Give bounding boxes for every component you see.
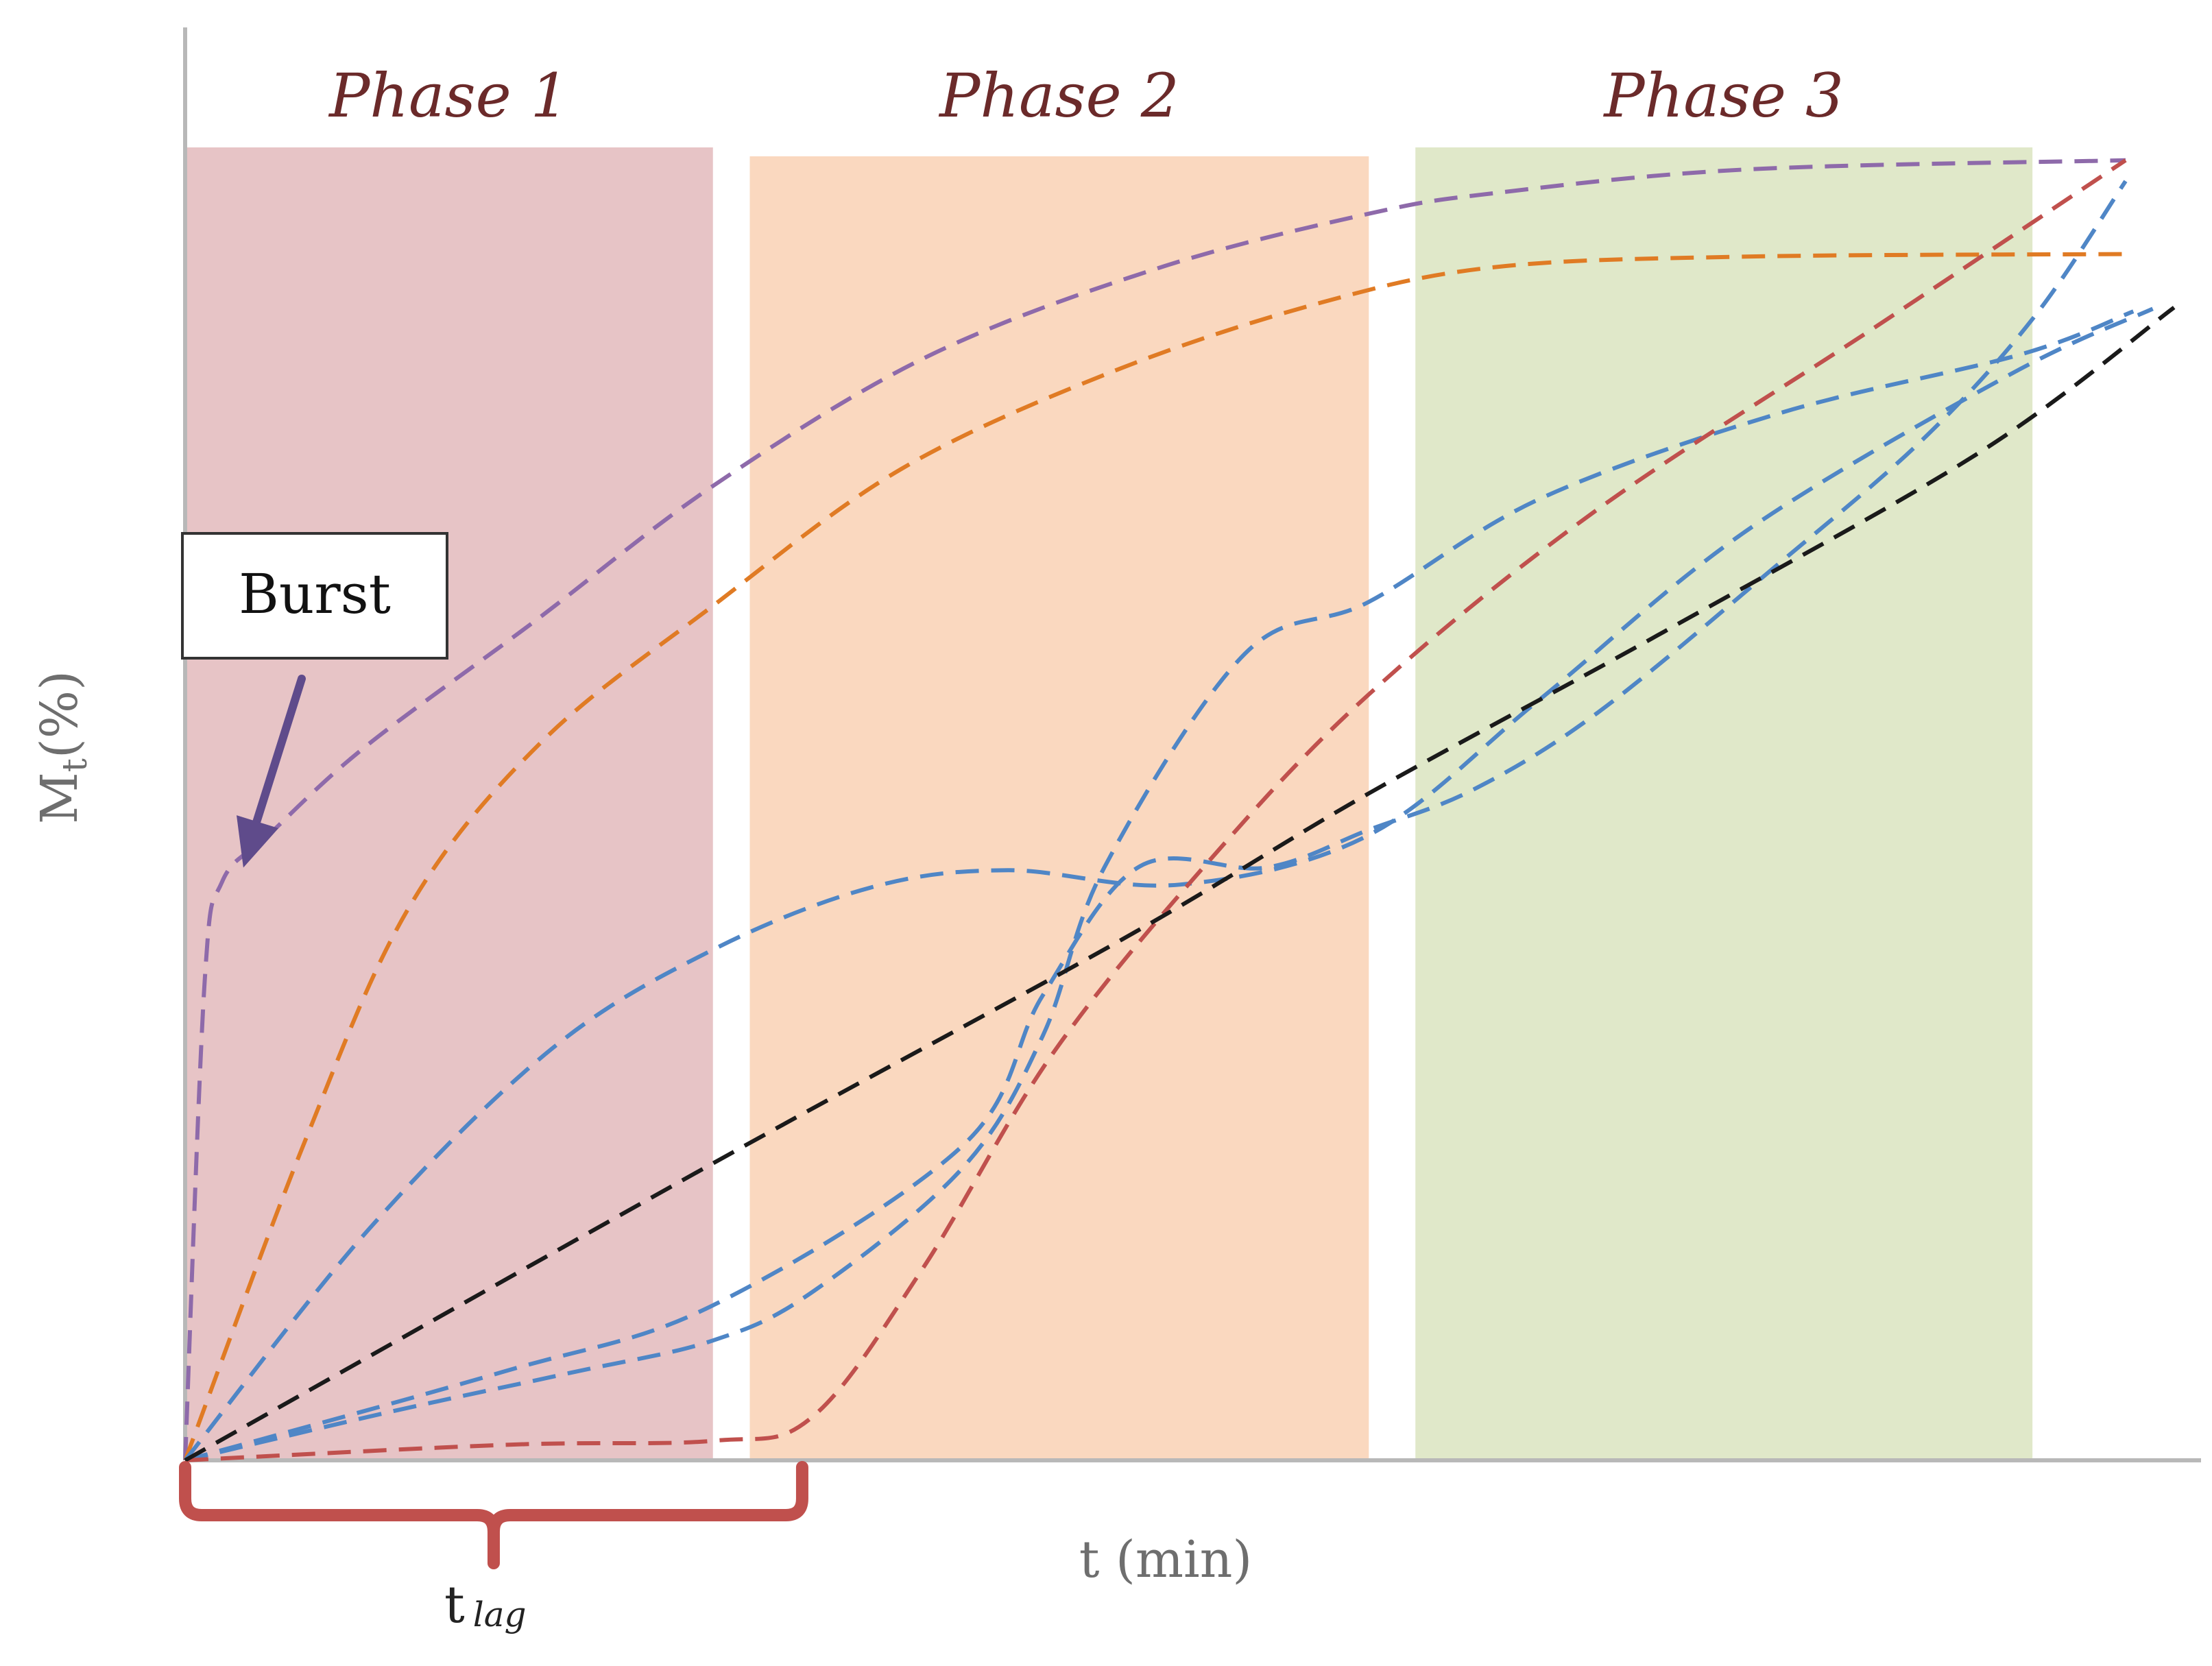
phase-labels: Phase 1 Phase 2 Phase 3 [328,60,1844,131]
lag-brace: t lag [179,1461,808,1634]
release-curve-2 [183,252,2126,1462]
lag-brace-path [179,1461,808,1569]
phase-label-2: Phase 2 [938,60,1179,131]
phase-label-3: Phase 3 [1602,60,1844,131]
phase-bands [185,147,2033,1460]
y-axis-title-unit: (%) [30,671,89,758]
burst-label-box [181,532,448,660]
release-curve-5 [184,180,2128,1462]
release-curve-4 [184,309,2135,1462]
release-curve-6 [184,158,2127,1462]
release-curve-1 [183,158,2126,1461]
phase-band-2 [749,156,1369,1460]
burst-annotation: Burst [181,532,448,868]
phase-band-1 [185,147,713,1460]
release-curve-7 [184,306,2176,1462]
axes [183,27,2201,1462]
y-axis-title-sub: t [55,758,95,772]
lag-label-main: t [444,1576,465,1634]
y-axis-title-main: M [30,772,89,824]
lag-label: t lag [444,1576,527,1634]
lag-label-sub: lag [473,1595,527,1634]
x-axis-title: t (min) [1079,1530,1253,1589]
phase-label-1: Phase 1 [328,60,569,131]
y-axis-title: Mt(%) [30,671,95,824]
phase-band-3 [1415,147,2033,1460]
burst-arrow [248,675,306,838]
series-layer [183,158,2176,1462]
release-curve-3 [183,306,2154,1462]
burst-arrowhead [236,815,279,868]
burst-label: Burst [239,562,391,626]
